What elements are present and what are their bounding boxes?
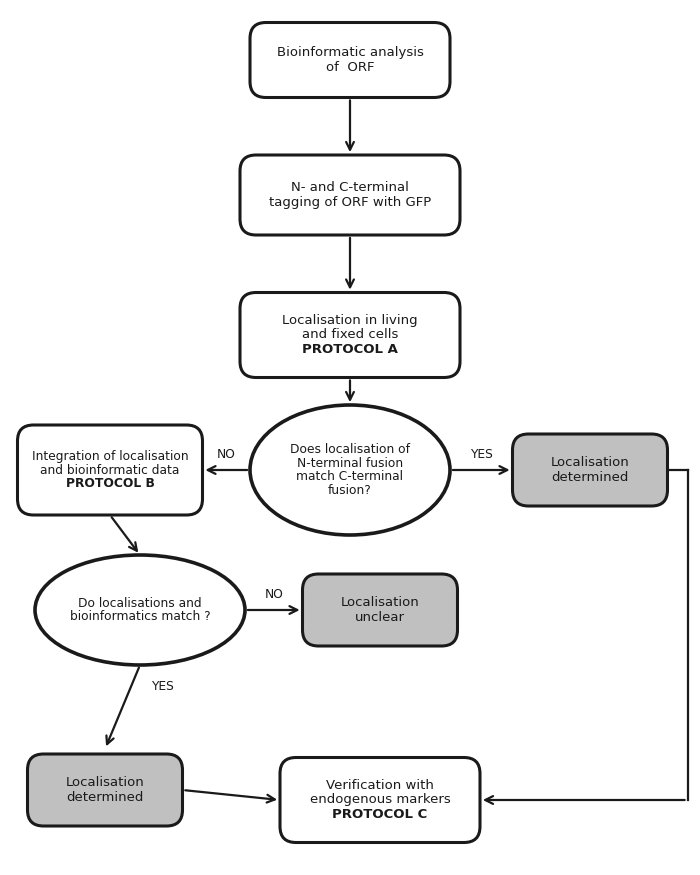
Ellipse shape	[35, 555, 245, 665]
FancyBboxPatch shape	[18, 425, 202, 515]
FancyBboxPatch shape	[27, 754, 183, 826]
Text: Bioinformatic analysis: Bioinformatic analysis	[276, 46, 424, 60]
FancyBboxPatch shape	[240, 292, 460, 377]
Text: N-terminal fusion: N-terminal fusion	[297, 457, 403, 470]
Text: Verification with: Verification with	[326, 779, 434, 792]
Text: Does localisation of: Does localisation of	[290, 443, 410, 456]
Text: endogenous markers: endogenous markers	[309, 794, 450, 807]
Text: Localisation: Localisation	[66, 776, 144, 789]
Text: N- and C-terminal: N- and C-terminal	[291, 181, 409, 194]
FancyBboxPatch shape	[512, 434, 668, 506]
Text: NO: NO	[217, 447, 236, 460]
Ellipse shape	[250, 405, 450, 535]
Text: and bioinformatic data: and bioinformatic data	[41, 464, 180, 477]
FancyBboxPatch shape	[250, 23, 450, 97]
Text: match C-terminal: match C-terminal	[297, 471, 403, 483]
Text: fusion?: fusion?	[328, 484, 372, 497]
Text: tagging of ORF with GFP: tagging of ORF with GFP	[269, 196, 431, 209]
Text: Localisation: Localisation	[551, 456, 629, 469]
Text: NO: NO	[265, 587, 284, 600]
Text: YES: YES	[150, 681, 174, 694]
Text: PROTOCOL A: PROTOCOL A	[302, 343, 398, 356]
Text: determined: determined	[552, 471, 629, 484]
Text: YES: YES	[470, 447, 493, 460]
Text: PROTOCOL C: PROTOCOL C	[332, 808, 428, 822]
Text: of  ORF: of ORF	[326, 61, 374, 74]
Text: Integration of localisation: Integration of localisation	[32, 450, 188, 463]
FancyBboxPatch shape	[240, 155, 460, 235]
FancyBboxPatch shape	[302, 574, 458, 646]
Text: determined: determined	[66, 791, 144, 804]
Text: Localisation: Localisation	[341, 596, 419, 609]
Text: Localisation in living: Localisation in living	[282, 314, 418, 326]
Text: PROTOCOL B: PROTOCOL B	[66, 477, 155, 490]
Text: bioinformatics match ?: bioinformatics match ?	[70, 611, 210, 623]
Text: and fixed cells: and fixed cells	[302, 328, 398, 341]
FancyBboxPatch shape	[280, 758, 480, 843]
Text: unclear: unclear	[355, 611, 405, 624]
Text: Do localisations and: Do localisations and	[78, 597, 202, 610]
